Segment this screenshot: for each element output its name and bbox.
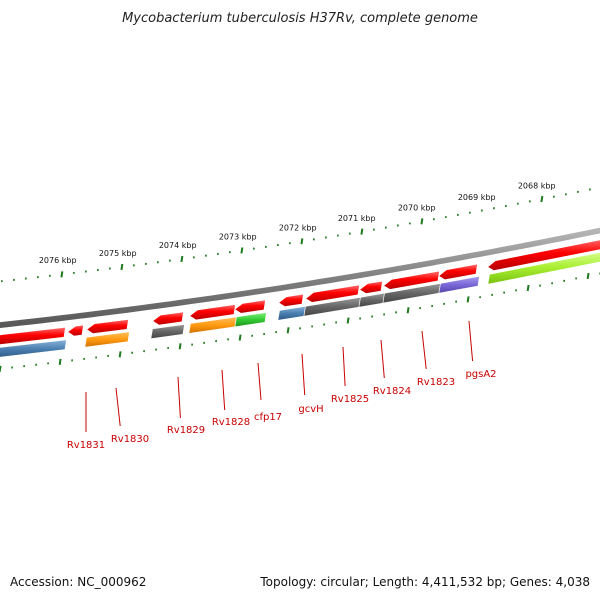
gene-label: Rv1825 bbox=[331, 394, 369, 405]
gene-label: pgsA2 bbox=[465, 369, 496, 380]
label-leader bbox=[468, 320, 474, 362]
ruler-tick bbox=[540, 195, 544, 203]
ruler-tick bbox=[238, 334, 242, 341]
gene-label: Rv1831 bbox=[67, 440, 105, 451]
gene-label: Rv1829 bbox=[167, 425, 205, 436]
gene-arrow bbox=[278, 293, 304, 307]
gene-arrow bbox=[487, 239, 600, 271]
gene-arrow bbox=[0, 326, 66, 345]
map-title: Mycobacterium tuberculosis H37Rv, comple… bbox=[122, 11, 478, 26]
gene-label: Rv1824 bbox=[373, 386, 411, 397]
ruler-tick bbox=[180, 255, 184, 263]
ruler-tick bbox=[346, 317, 350, 324]
label-layer: 2068 kbp 2069 kbp 2070 kbp 2071 kbp 2072 kbp… bbox=[39, 182, 556, 451]
label-leader bbox=[115, 387, 121, 427]
cog-block bbox=[438, 275, 480, 294]
ruler-tick bbox=[58, 358, 62, 365]
ruler-tick bbox=[178, 343, 182, 350]
gene-arrow bbox=[359, 280, 383, 294]
ruler-tick bbox=[360, 228, 364, 235]
label-leader bbox=[380, 339, 385, 379]
cog-block bbox=[358, 292, 385, 308]
cog-block bbox=[234, 312, 267, 328]
cog-block bbox=[84, 331, 130, 348]
label-leader bbox=[177, 376, 181, 419]
ruler-layer bbox=[0, 188, 600, 372]
genome-backbone bbox=[0, 227, 600, 329]
gene-arrow bbox=[67, 324, 84, 337]
gene-arrow bbox=[152, 311, 184, 326]
ruler-tick bbox=[466, 296, 470, 303]
ruler-label: 2068 kbp bbox=[518, 182, 556, 191]
ruler-tick bbox=[286, 327, 290, 334]
ruler-tick bbox=[526, 284, 530, 292]
ruler-tick bbox=[300, 238, 304, 245]
ruler-label: 2071 kbp bbox=[338, 214, 376, 223]
cog-block bbox=[150, 324, 185, 340]
gene-label: Rv1830 bbox=[111, 434, 149, 445]
label-leader bbox=[421, 330, 427, 370]
ruler-tick bbox=[240, 247, 244, 254]
ruler-label: 2072 kbp bbox=[279, 223, 317, 232]
gene-arrow bbox=[438, 263, 478, 281]
gene-label: cfp17 bbox=[254, 412, 282, 423]
gene-label: gcvH bbox=[298, 404, 323, 415]
ruler-tick bbox=[420, 218, 424, 225]
ruler-label: 2074 kbp bbox=[159, 241, 197, 250]
gene-arrow bbox=[383, 270, 440, 290]
ruler-label: 2073 kbp bbox=[219, 233, 257, 242]
ruler-tick bbox=[120, 263, 124, 271]
ruler-tick bbox=[0, 365, 2, 372]
genome-summary-text: Topology: circular; Length: 4,411,532 bp… bbox=[259, 575, 590, 589]
cog-block bbox=[277, 305, 306, 321]
track-layer bbox=[0, 227, 600, 358]
label-leader bbox=[342, 346, 346, 387]
outer-ruler bbox=[0, 188, 591, 283]
cog-block bbox=[0, 339, 67, 358]
gene-arrow bbox=[189, 304, 236, 321]
ruler-tick bbox=[586, 272, 590, 280]
ruler-tick bbox=[118, 351, 122, 358]
inner-ruler bbox=[0, 272, 600, 372]
ruler-tick bbox=[60, 271, 64, 278]
ruler-label: 2075 kbp bbox=[99, 249, 137, 258]
ruler-label: 2069 kbp bbox=[458, 193, 496, 202]
ruler-tick bbox=[406, 307, 410, 314]
label-leader bbox=[221, 369, 226, 411]
cog-block bbox=[487, 252, 600, 285]
accession-text: Accession: NC_000962 bbox=[10, 575, 146, 589]
ruler-label: 2076 kbp bbox=[39, 256, 77, 265]
label-leader bbox=[301, 353, 306, 396]
gene-arrow bbox=[86, 319, 129, 334]
gene-label: Rv1823 bbox=[417, 377, 455, 388]
ruler-label: 2070 kbp bbox=[398, 204, 436, 213]
gene-arrow bbox=[234, 299, 266, 314]
gene-arrow bbox=[305, 284, 360, 303]
gene-label: Rv1828 bbox=[212, 417, 250, 428]
label-leader bbox=[257, 362, 262, 401]
